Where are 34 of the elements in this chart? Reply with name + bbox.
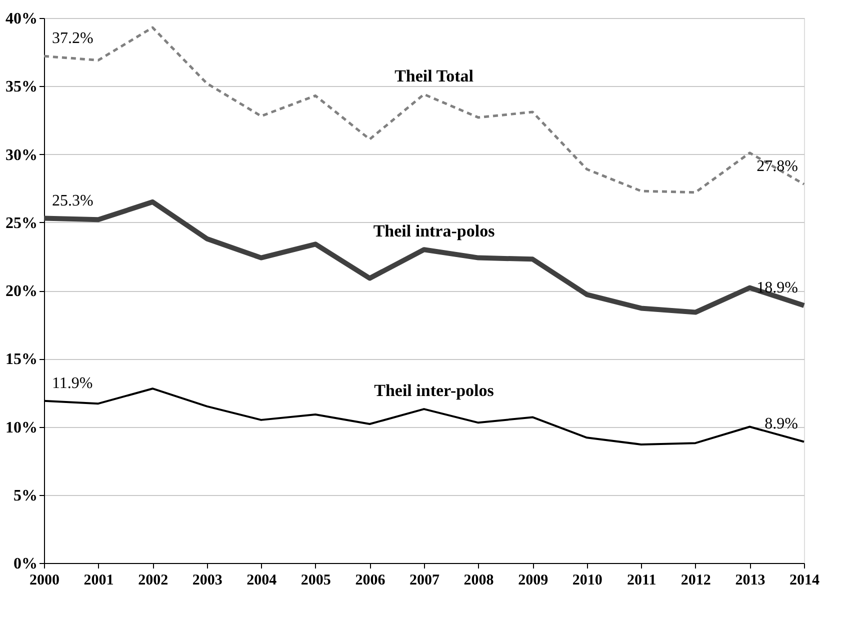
y-tick-label: 10% [6,419,38,436]
annotation: 18.9% [756,279,798,296]
x-tick-label: 2003 [192,572,222,588]
y-tick-label: 5% [14,487,38,504]
x-tick-label: 2014 [790,572,820,588]
x-tick-label: 2012 [680,572,711,588]
line-series [42,26,806,194]
x-tick-label: 2010 [572,572,602,588]
series-label: Theil inter-polos [374,381,494,400]
x-tick-label: 2006 [355,572,386,588]
x-tick-label: 2011 [627,572,656,588]
annotation: 25.3% [52,192,94,210]
y-tick-label: 0% [14,556,38,572]
annotation: 11.9% [52,374,93,392]
y-tick-label: 25% [6,214,38,232]
series-label: Theil intra-polos [373,222,496,241]
y-tick-label: 20% [6,283,38,300]
y-tick-label: 35% [6,78,38,96]
x-tick-label: 2000 [30,572,60,588]
y-tick-label: 30% [6,146,38,164]
series-label: Theil Total [394,66,474,86]
x-tick-label: 2008 [464,572,494,588]
x-tick-label: 2001 [84,572,114,588]
x-tick-label: 2002 [138,572,168,588]
x-tick-label: 2013 [735,572,766,588]
x-tick-label: 2005 [300,572,331,588]
y-tick-label: 15% [6,351,38,368]
x-tick-label: 2004 [246,572,278,588]
x-tick-label: 2007 [410,572,440,588]
y-tick-label: 40% [6,10,38,28]
annotation: 8.9% [764,416,798,433]
annotation: 27.8% [756,158,798,176]
x-tick-label: 2009 [518,572,548,588]
annotation: 37.2% [52,30,94,48]
